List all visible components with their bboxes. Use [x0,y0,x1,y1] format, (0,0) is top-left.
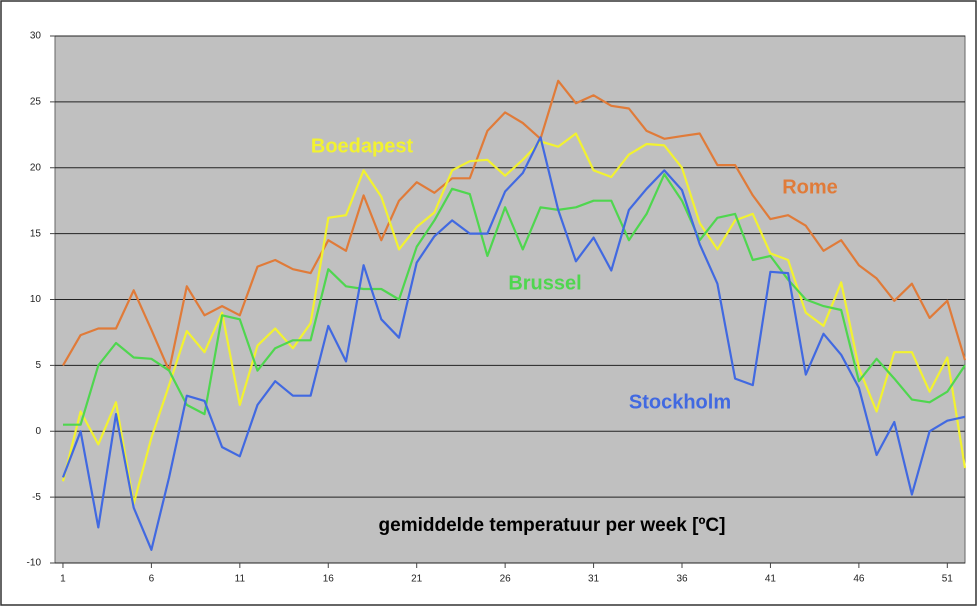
x-tick-label: 6 [149,574,155,585]
x-tick-label: 41 [765,574,777,585]
y-tick-label: 20 [30,162,42,173]
x-tick-label: 11 [235,574,246,585]
series-line [62,79,967,372]
y-tick-label: 10 [30,294,42,305]
y-tick-label: 5 [35,360,41,371]
y-tick-label: -5 [32,492,41,503]
series-label: Rome [782,176,838,198]
x-tick-label: 51 [942,574,954,585]
series-line [61,132,967,505]
x-tick-label: 26 [500,574,512,585]
series-line [63,173,966,426]
series-label: Boedapest [311,135,414,157]
y-tick-label: 25 [30,97,42,108]
y-tick-label: 30 [30,31,42,42]
x-tick-label: 36 [676,574,688,585]
series-label: Brussel [508,272,581,294]
x-tick-label: 46 [853,574,865,585]
x-tick-label: 16 [323,574,335,585]
series-line [61,136,966,551]
y-tick-label: -10 [27,558,42,569]
y-tick-label: 15 [30,228,42,239]
y-tick-label: 0 [35,426,41,437]
series-label: Stockholm [629,391,731,413]
x-tick-label: 31 [588,574,600,585]
x-tick-label: 1 [60,574,66,585]
chart-title: gemiddelde temperatuur per week [ºC] [379,515,726,536]
x-tick-label: 21 [411,574,423,585]
